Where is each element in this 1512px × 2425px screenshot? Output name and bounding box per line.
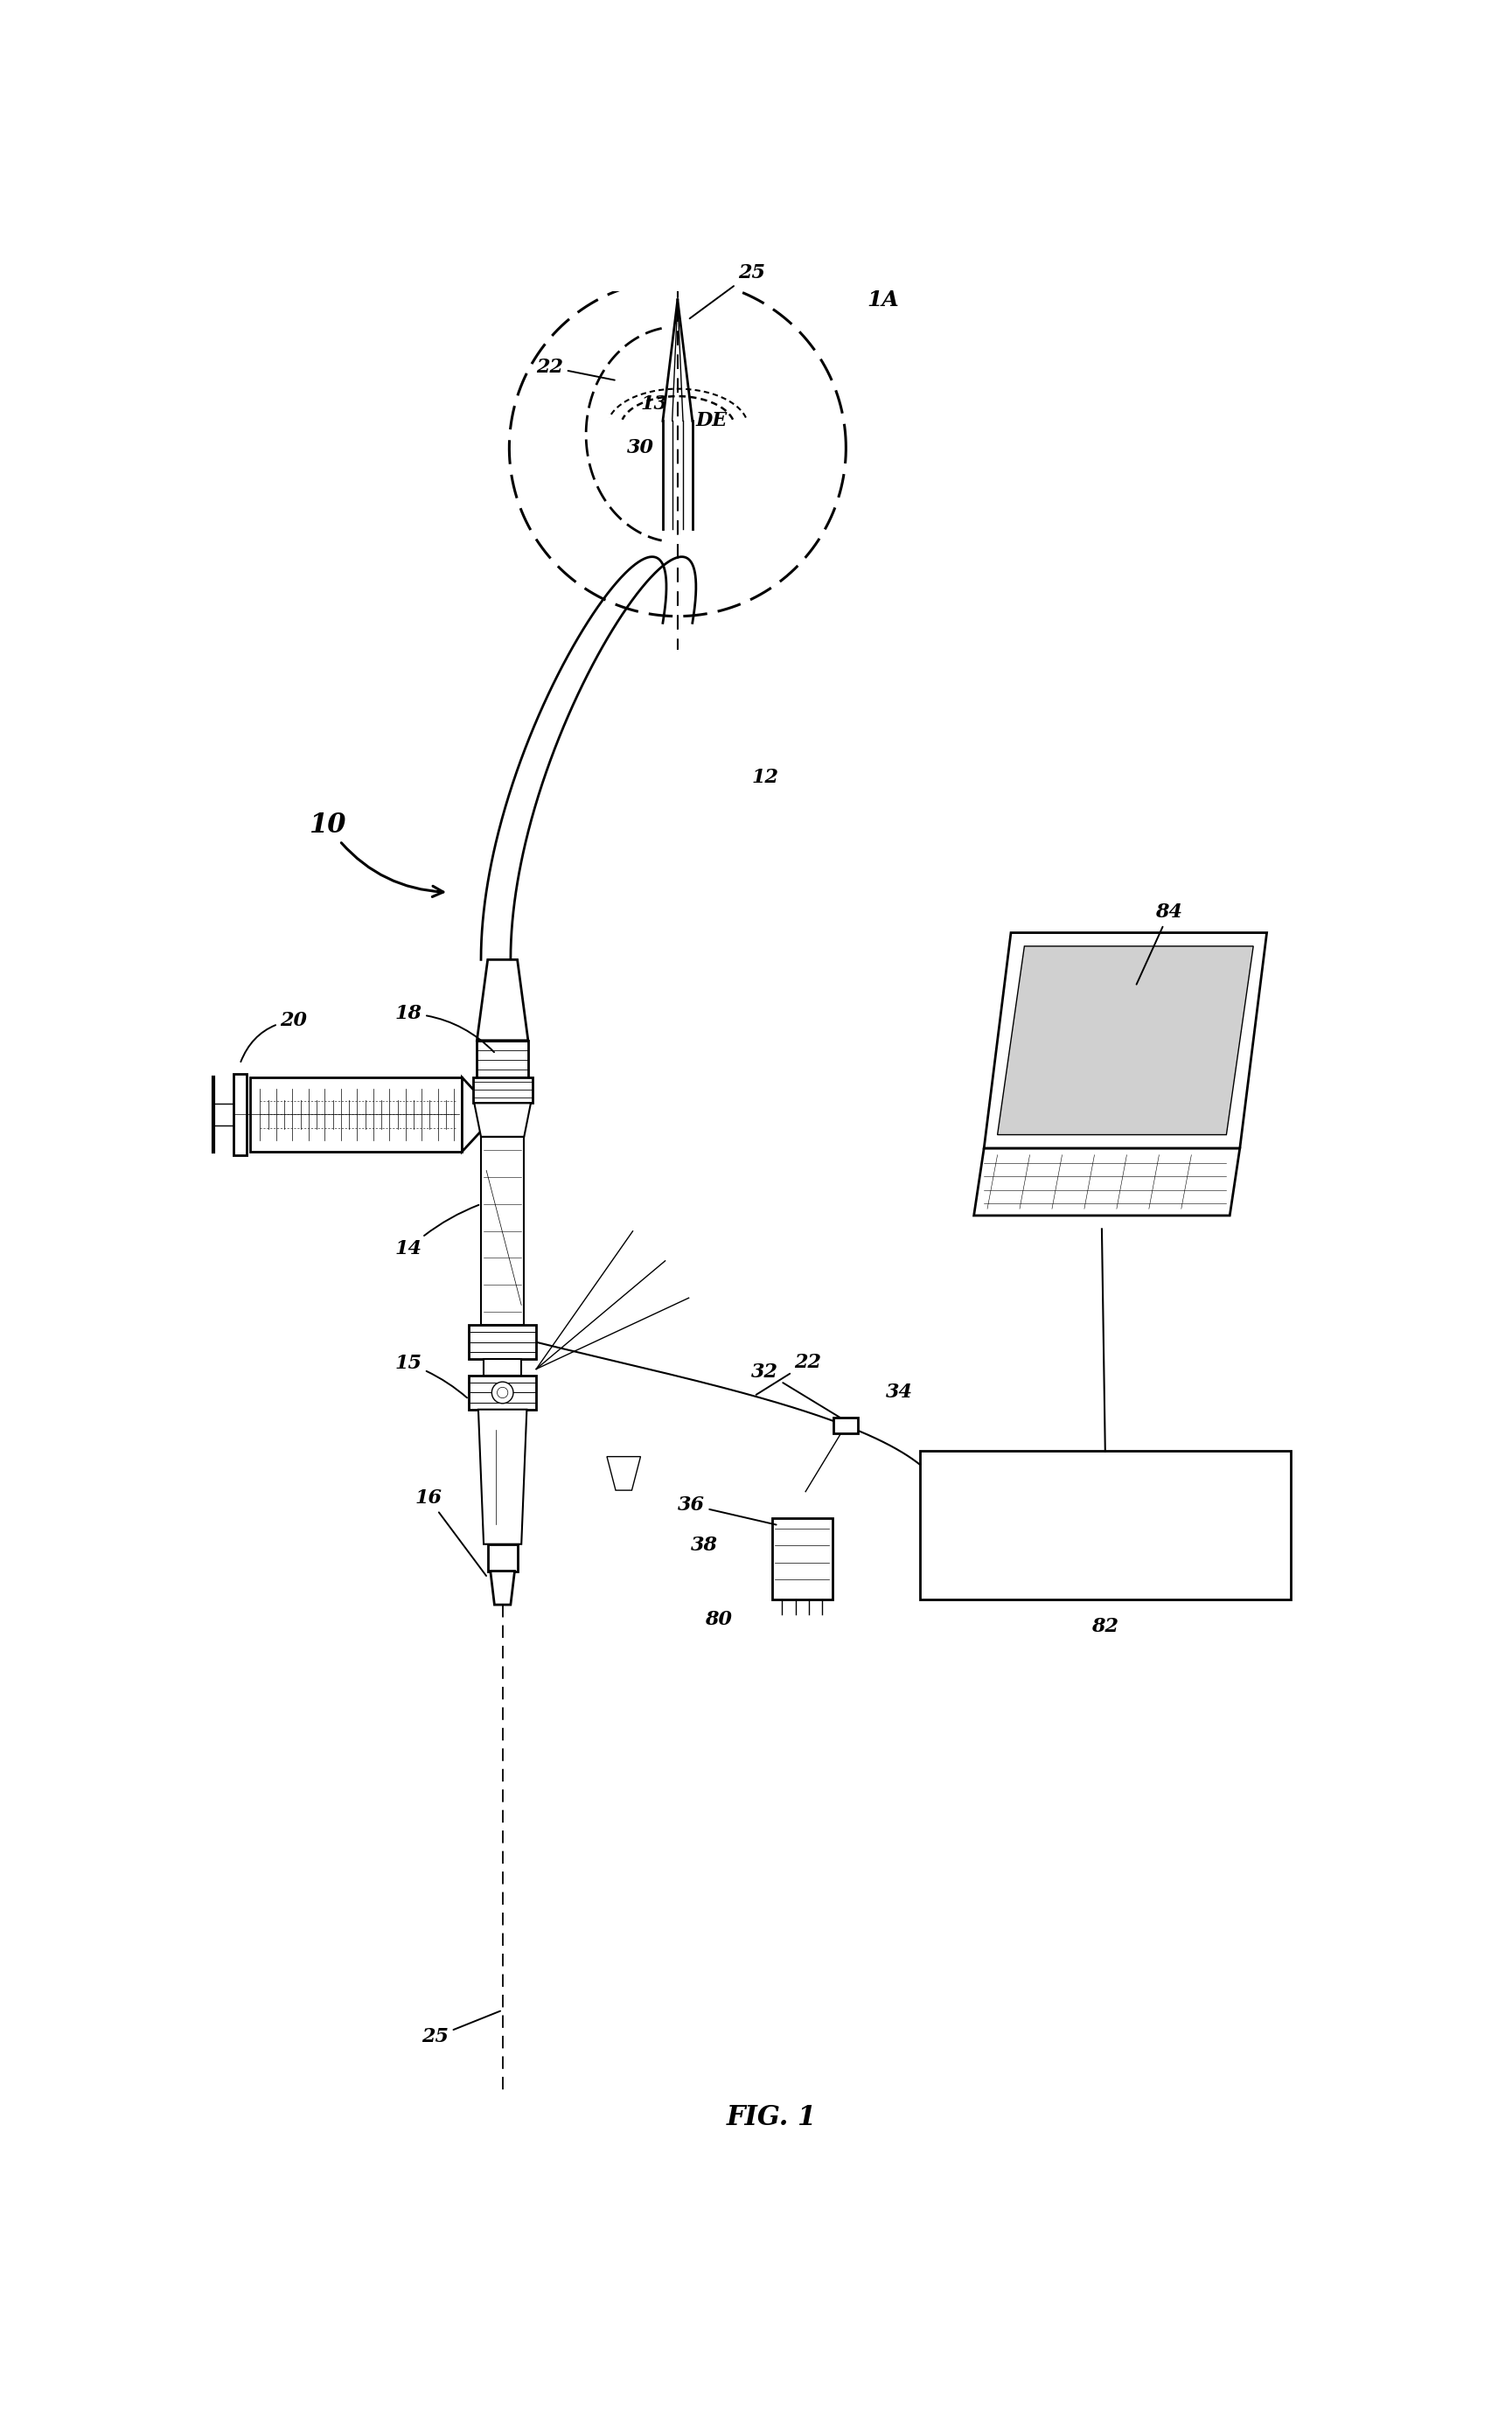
Text: 25: 25 (689, 264, 765, 318)
Polygon shape (919, 1450, 1290, 1600)
Text: FIG. 1: FIG. 1 (727, 2105, 816, 2132)
Polygon shape (998, 946, 1253, 1135)
Polygon shape (469, 1326, 537, 1358)
Circle shape (491, 1382, 513, 1404)
Polygon shape (833, 1419, 857, 1433)
Polygon shape (771, 1518, 833, 1600)
Circle shape (497, 1387, 508, 1399)
Text: 15: 15 (395, 1353, 467, 1397)
Text: 1A: 1A (866, 289, 900, 310)
Polygon shape (469, 1375, 537, 1409)
Polygon shape (473, 1077, 532, 1103)
Polygon shape (476, 960, 528, 1040)
Polygon shape (984, 934, 1267, 1147)
Polygon shape (974, 1147, 1240, 1215)
Polygon shape (484, 1358, 522, 1375)
Text: 18: 18 (395, 1004, 494, 1052)
Text: 22: 22 (537, 356, 614, 381)
Text: DE: DE (696, 412, 727, 432)
Text: 36: 36 (677, 1496, 776, 1525)
Text: 25: 25 (422, 2010, 500, 2047)
Polygon shape (249, 1077, 463, 1152)
Text: 30: 30 (627, 439, 655, 458)
Text: 38: 38 (691, 1535, 718, 1554)
Text: 80: 80 (705, 1610, 732, 1630)
Polygon shape (481, 1137, 525, 1326)
Text: 84: 84 (1137, 902, 1182, 985)
Polygon shape (463, 1077, 481, 1152)
Polygon shape (606, 1457, 641, 1491)
Text: 82: 82 (1092, 1617, 1119, 1637)
Text: 22: 22 (756, 1353, 821, 1394)
Text: 16: 16 (414, 1489, 487, 1576)
Text: 34: 34 (886, 1382, 913, 1402)
Text: 32: 32 (751, 1363, 841, 1419)
Polygon shape (476, 1040, 528, 1077)
Polygon shape (488, 1545, 517, 1571)
Polygon shape (490, 1571, 514, 1605)
Text: 13: 13 (641, 395, 668, 415)
Polygon shape (475, 1103, 531, 1137)
Text: 14: 14 (395, 1205, 479, 1259)
Polygon shape (233, 1074, 246, 1154)
Polygon shape (478, 1409, 526, 1545)
Text: 10: 10 (308, 812, 443, 897)
Text: 12: 12 (751, 769, 779, 788)
Text: 20: 20 (240, 1011, 307, 1062)
